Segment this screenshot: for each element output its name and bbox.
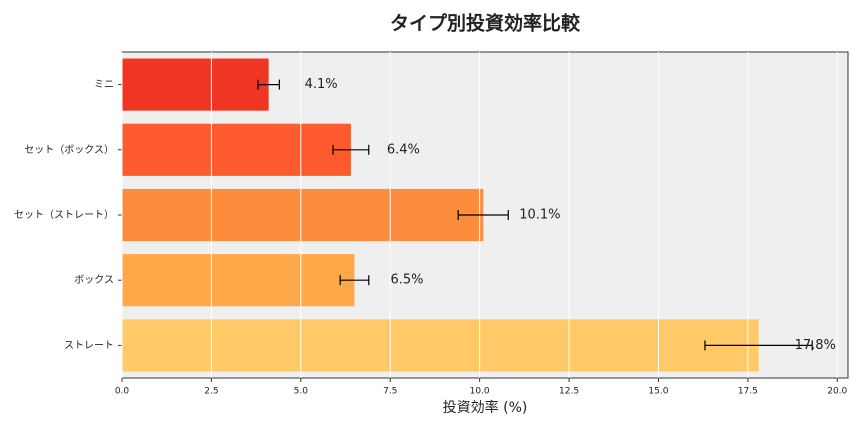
y-tick-label: ミニ: [94, 80, 114, 91]
x-tick-label: 10.0: [470, 387, 490, 397]
x-tick-label: 17.5: [738, 387, 758, 397]
x-tick-label: 5.0: [294, 387, 309, 397]
x-tick-label: 20.0: [827, 387, 847, 397]
error-bar: [704, 340, 813, 351]
y-tick-label: セット（ストレート）: [14, 209, 114, 221]
y-tick-label: ボックス: [74, 274, 114, 286]
bar: [122, 319, 759, 372]
value-label: 17.8%: [795, 338, 836, 353]
bar: [122, 254, 355, 307]
y-tick-label: セット（ボックス）: [24, 144, 114, 156]
error-bar: [457, 210, 509, 220]
value-label: 6.5%: [390, 273, 423, 288]
error-bar: [339, 275, 370, 286]
value-label: 6.4%: [387, 142, 420, 157]
bar: [122, 123, 351, 176]
y-tick-label: ストレート: [64, 340, 114, 351]
x-axis-label: 投資効率 (%): [443, 399, 528, 416]
value-label: 10.1%: [519, 208, 560, 223]
value-label: 4.1%: [305, 77, 338, 92]
bar: [122, 188, 484, 242]
x-tick-label: 12.5: [559, 387, 579, 397]
bar: [122, 58, 269, 111]
chart-title: タイプ別投資効率比較: [390, 12, 581, 35]
x-tick-label: 0.0: [115, 387, 130, 397]
x-tick-label: 2.5: [204, 387, 218, 397]
x-tick-label: 7.5: [383, 387, 397, 397]
error-bar: [332, 144, 370, 155]
x-tick-label: 15.0: [648, 387, 668, 397]
error-bar: [257, 79, 280, 90]
